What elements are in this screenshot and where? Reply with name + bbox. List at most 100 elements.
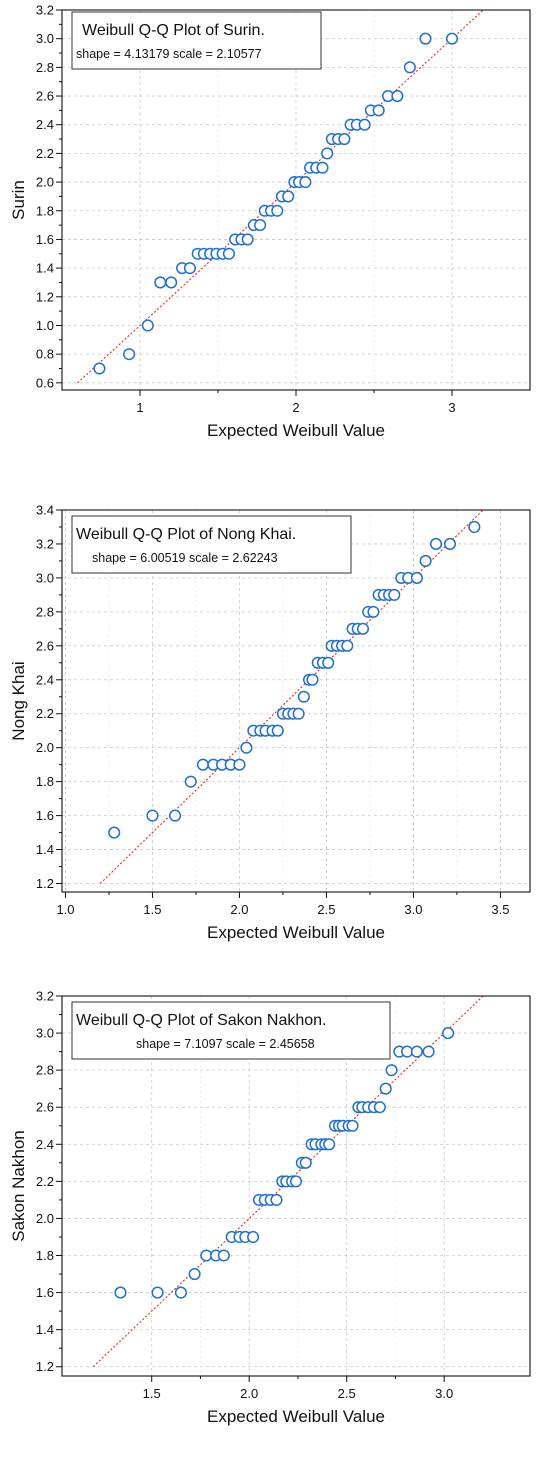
data-point [445, 32, 459, 45]
y-tick-label: 2.8 [36, 604, 54, 619]
reference-line [99, 510, 484, 884]
y-tick-label: 1.8 [36, 1248, 54, 1263]
y-tick-label: 3.4 [36, 503, 54, 518]
x-tick-label: 2.5 [317, 902, 335, 917]
y-tick-label: 2.8 [36, 60, 54, 75]
x-tick-label: 2.5 [338, 1386, 356, 1401]
data-point [183, 262, 196, 275]
data-point [151, 1286, 164, 1299]
y-tick-label: 3.2 [36, 536, 54, 551]
data-point [241, 233, 254, 246]
data-point [165, 276, 178, 289]
data-point [403, 61, 416, 74]
data-point [358, 118, 371, 131]
y-axis-title: Sakon Nakhon [9, 1130, 28, 1242]
chart-subtitle: shape = 4.13179 scale = 2.10577 [76, 47, 262, 61]
chart-title: Weibull Q-Q Plot of Surin. [82, 22, 265, 39]
data-point [468, 520, 481, 534]
data-point [391, 89, 404, 103]
data-point [188, 1267, 201, 1281]
data-point [93, 362, 106, 375]
data-point [419, 554, 432, 567]
y-tick-label: 0.8 [36, 347, 54, 362]
data-point [123, 348, 136, 361]
x-axis-title: Expected Weibull Value [207, 421, 385, 440]
y-tick-label: 1.4 [36, 1322, 54, 1337]
chart-title: Weibull Q-Q Plot of Nong Khai. [76, 526, 296, 543]
x-tick-label: 3.0 [404, 902, 422, 917]
qq-plot-1: 1 2 3 0.6 0.8 1.0 1.2 1.4 1.6 1.8 2.0 2.2 2.4 2.6 2.8 3… [9, 3, 531, 440]
y-tick-label: 1.2 [36, 289, 54, 304]
data-point [184, 775, 197, 788]
data-point [306, 673, 319, 686]
data-point [254, 219, 267, 232]
data-point [410, 571, 423, 584]
data-point [346, 1119, 359, 1132]
data-point [422, 1045, 435, 1058]
y-tick-label: 2.0 [36, 175, 54, 190]
data-point [367, 605, 380, 618]
y-tick-label: 2.8 [36, 1063, 54, 1078]
data-point [174, 1286, 187, 1299]
data-point [108, 826, 121, 839]
data-point [385, 1064, 398, 1077]
data-point [321, 147, 334, 160]
y-tick-label: 1.8 [36, 203, 54, 218]
y-tick-label: 2.0 [36, 740, 54, 755]
x-tick-label: 1.0 [56, 902, 74, 917]
chart-title: Weibull Q-Q Plot of Sakon Nakhon. [76, 1012, 327, 1029]
qq-plot-2: 1.0 1.5 2.0 2.5 3.0 3.5 1.2 1.4 1.6 1.8 2.0 2.2 2.4 2… [9, 503, 531, 942]
y-axis-title: Surin [9, 180, 28, 220]
data-point [372, 104, 385, 117]
y-axis-title: Nong Khai [9, 661, 28, 740]
data-point [270, 1193, 283, 1206]
y-tick-label: 2.6 [36, 1100, 54, 1115]
y-tick-label: 3.0 [36, 1026, 54, 1041]
data-point [299, 1156, 312, 1169]
y-tick-label: 1.6 [36, 808, 54, 823]
data-point [341, 639, 354, 652]
y-tick-label: 3.0 [36, 570, 54, 585]
y-tick-label: 3.0 [36, 31, 54, 46]
chart-subtitle: shape = 7.1097 scale = 2.45658 [136, 1037, 315, 1051]
data-point [271, 204, 284, 217]
x-tick-label: 3 [448, 400, 455, 415]
y-tick-label: 2.2 [36, 1174, 54, 1189]
y-tick-label: 0.6 [36, 375, 54, 390]
y-tick-label: 2.4 [36, 1137, 54, 1152]
data-point [316, 161, 329, 174]
data-point [282, 190, 295, 203]
y-tick-label: 3.2 [36, 3, 54, 18]
x-tick-label: 1 [136, 400, 143, 415]
data-point [233, 758, 246, 771]
data-point [322, 656, 335, 669]
plot-frame [61, 995, 531, 1377]
data-point [217, 1249, 230, 1262]
data-point [114, 1286, 127, 1299]
y-tick-label: 1.2 [36, 1359, 54, 1374]
y-tick-label: 2.2 [36, 706, 54, 721]
data-point [338, 133, 351, 146]
data-point [154, 276, 167, 289]
x-tick-label: 2.0 [230, 902, 248, 917]
data-point [356, 622, 370, 635]
y-tick-label: 2.6 [36, 638, 54, 653]
x-tick-label: 2.0 [240, 1386, 258, 1401]
legend-box [71, 11, 322, 70]
y-tick-label: 2.4 [36, 672, 54, 687]
data-point [430, 537, 443, 551]
data-point [323, 1138, 336, 1151]
data-point [222, 247, 235, 260]
data-point [419, 32, 432, 45]
x-axis-title: Expected Weibull Value [207, 1407, 385, 1426]
data-point [196, 758, 209, 771]
x-tick-label: 1.5 [143, 1386, 161, 1401]
y-tick-label: 1.4 [36, 261, 54, 276]
plot-frame [61, 509, 531, 893]
data-point [410, 1045, 423, 1058]
data-point [240, 741, 253, 754]
y-tick-label: 1.6 [36, 232, 54, 247]
data-point [443, 537, 457, 551]
